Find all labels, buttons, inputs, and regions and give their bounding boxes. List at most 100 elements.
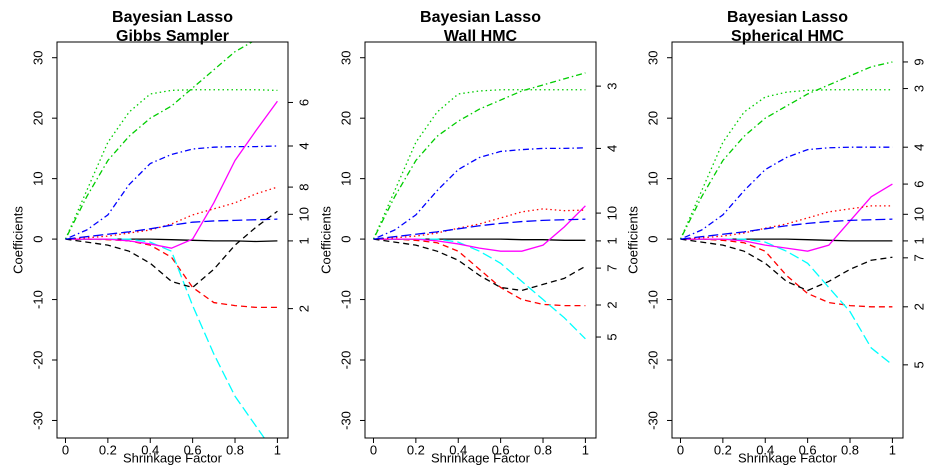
y-tick-label: 30 <box>30 50 45 64</box>
x-axis-label: Shrinkage Factor <box>431 450 531 465</box>
chart-title: Bayesian Lasso <box>727 9 848 26</box>
x-tick-label: 1 <box>889 442 896 457</box>
series-line <box>679 61 893 240</box>
y-tick-label: 30 <box>338 50 353 64</box>
x-tick-label: 0.2 <box>99 442 117 457</box>
plot-frame <box>671 41 904 439</box>
y2-tick-label: 8 <box>296 183 311 190</box>
panel: Bayesian Lasso Gibbs Sampler 0 0.2 0.4 0.6 0.8… <box>10 9 311 465</box>
x-tick-label: 0.2 <box>714 442 732 457</box>
y2-tick-label: 2 <box>911 303 926 310</box>
series-line <box>373 205 586 252</box>
y2-tick-label: 3 <box>604 83 619 90</box>
series-line <box>372 89 586 240</box>
y2-tick-label: 6 <box>911 180 926 187</box>
series-line <box>680 183 893 252</box>
series-line <box>680 238 893 292</box>
y2-tick-label: 4 <box>604 145 619 152</box>
plot-lines <box>679 61 893 366</box>
y2-tick-label: 9 <box>911 58 926 65</box>
y2-tick-label: 2 <box>604 301 619 308</box>
series-line <box>373 238 586 292</box>
x-tick-label: 0.2 <box>407 442 425 457</box>
series-line <box>65 238 266 438</box>
y-tick-label: -10 <box>645 290 660 309</box>
series-line <box>65 238 278 309</box>
x-tick-label: 0.6 <box>492 442 510 457</box>
y2-tick-label: 1 <box>911 237 926 244</box>
y-axis-label: Coefficients <box>318 206 333 274</box>
series-line <box>65 218 278 240</box>
chart-title: Bayesian Lasso <box>420 9 541 26</box>
x-tick-label: 0 <box>677 442 684 457</box>
plot-frame <box>56 41 289 439</box>
x-tick-label: 0 <box>370 442 377 457</box>
y-tick-label: -20 <box>645 351 660 370</box>
panel: Bayesian Lasso Wall HMC 0 0.2 0.4 0.6 0.8 1 -30 -… <box>318 9 619 465</box>
plot-lines <box>372 72 586 340</box>
series-line <box>65 210 278 289</box>
chart-subtitle: Gibbs Sampler <box>116 28 229 45</box>
y2-tick-label: 10 <box>604 206 619 220</box>
y-tick-label: 10 <box>338 171 353 185</box>
chart-subtitle: Wall HMC <box>444 28 518 45</box>
series-line <box>64 89 278 240</box>
y2-tick-label: 7 <box>604 264 619 271</box>
y2-tick-label: 3 <box>911 85 926 92</box>
plot-frame <box>364 41 597 439</box>
series-line <box>373 147 586 240</box>
y-tick-label: -20 <box>338 351 353 370</box>
y-tick-label: -10 <box>338 290 353 309</box>
y2-tick-label: 7 <box>911 254 926 261</box>
y-tick-label: -10 <box>30 290 45 309</box>
series-line <box>373 208 586 240</box>
series-line <box>680 238 893 366</box>
y-tick-label: 30 <box>645 50 660 64</box>
y-tick-label: 0 <box>30 235 45 242</box>
series-line <box>65 145 278 240</box>
panel: Bayesian Lasso Spherical HMC 0 0.2 0.4 0.6 0.8… <box>625 9 926 465</box>
x-tick-label: 1 <box>582 442 589 457</box>
series-line <box>65 186 278 240</box>
y2-tick-label: 4 <box>296 142 311 149</box>
y-axis-label: Coefficients <box>10 206 25 274</box>
series-line <box>680 238 893 308</box>
y2-tick-label: 1 <box>604 237 619 244</box>
x-tick-label: 1 <box>274 442 281 457</box>
x-tick-label: 0 <box>62 442 69 457</box>
y-tick-label: 20 <box>338 111 353 125</box>
y2-tick-label: 5 <box>604 333 619 340</box>
y-tick-label: 0 <box>338 235 353 242</box>
y2-tick-label: 1 <box>296 237 311 244</box>
y-tick-label: -30 <box>30 411 45 430</box>
y2-tick-label: 6 <box>296 99 311 106</box>
plot-lines <box>64 42 278 438</box>
x-tick-label: 0.4 <box>449 442 467 457</box>
series-line <box>679 89 893 240</box>
y2-tick-label: 2 <box>296 305 311 312</box>
series-line <box>373 218 586 240</box>
series-line <box>680 218 893 240</box>
x-axis-label: Shrinkage Factor <box>123 450 223 465</box>
chart-title: Bayesian Lasso <box>112 9 233 26</box>
y2-tick-label: 10 <box>911 207 926 221</box>
x-axis-label: Shrinkage Factor <box>738 450 838 465</box>
x-tick-label: 0.6 <box>799 442 817 457</box>
series-line <box>680 146 893 240</box>
y-tick-label: 10 <box>645 171 660 185</box>
x-tick-label: 0.8 <box>226 442 244 457</box>
y-axis-label: Coefficients <box>625 206 640 274</box>
y-tick-label: -30 <box>338 411 353 430</box>
x-tick-label: 0.6 <box>184 442 202 457</box>
y-tick-label: 20 <box>645 111 660 125</box>
y-tick-label: -30 <box>645 411 660 430</box>
y2-tick-label: 10 <box>296 207 311 221</box>
y-tick-label: 0 <box>645 235 660 242</box>
chart-subtitle: Spherical HMC <box>731 28 844 45</box>
series-line <box>372 72 586 240</box>
y-tick-label: 20 <box>30 111 45 125</box>
x-tick-label: 0.4 <box>141 442 159 457</box>
series-line <box>373 238 586 340</box>
series-line <box>373 238 586 307</box>
